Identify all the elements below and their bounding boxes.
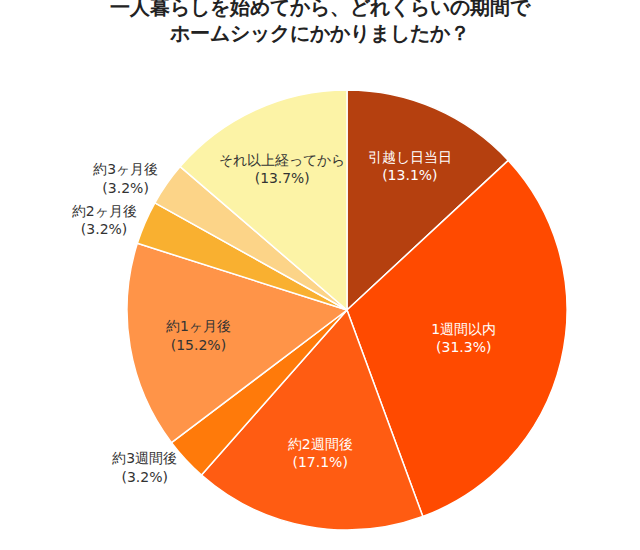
svg-text:約2週間後(17.1%): 約2週間後(17.1%) [288, 436, 353, 470]
svg-text:約3週間後(3.2%): 約3週間後(3.2%) [112, 450, 177, 484]
svg-text:引越し日当日(13.1%): 引越し日当日(13.1%) [368, 149, 452, 183]
svg-text:約2ヶ月後(3.2%): 約2ヶ月後(3.2%) [72, 203, 137, 237]
svg-text:1週間以内(31.3%): 1週間以内(31.3%) [431, 321, 496, 355]
svg-text:一人暮らしを始めてから、どれくらいの期間でホームシックにかか: 一人暮らしを始めてから、どれくらいの期間でホームシックにかかりましたか？ [110, 0, 531, 45]
svg-text:それ以上経ってから(13.7%): それ以上経ってから(13.7%) [219, 152, 345, 186]
svg-text:約1ヶ月後(15.2%): 約1ヶ月後(15.2%) [166, 318, 231, 352]
svg-text:約3ヶ月後(3.2%): 約3ヶ月後(3.2%) [93, 161, 158, 195]
